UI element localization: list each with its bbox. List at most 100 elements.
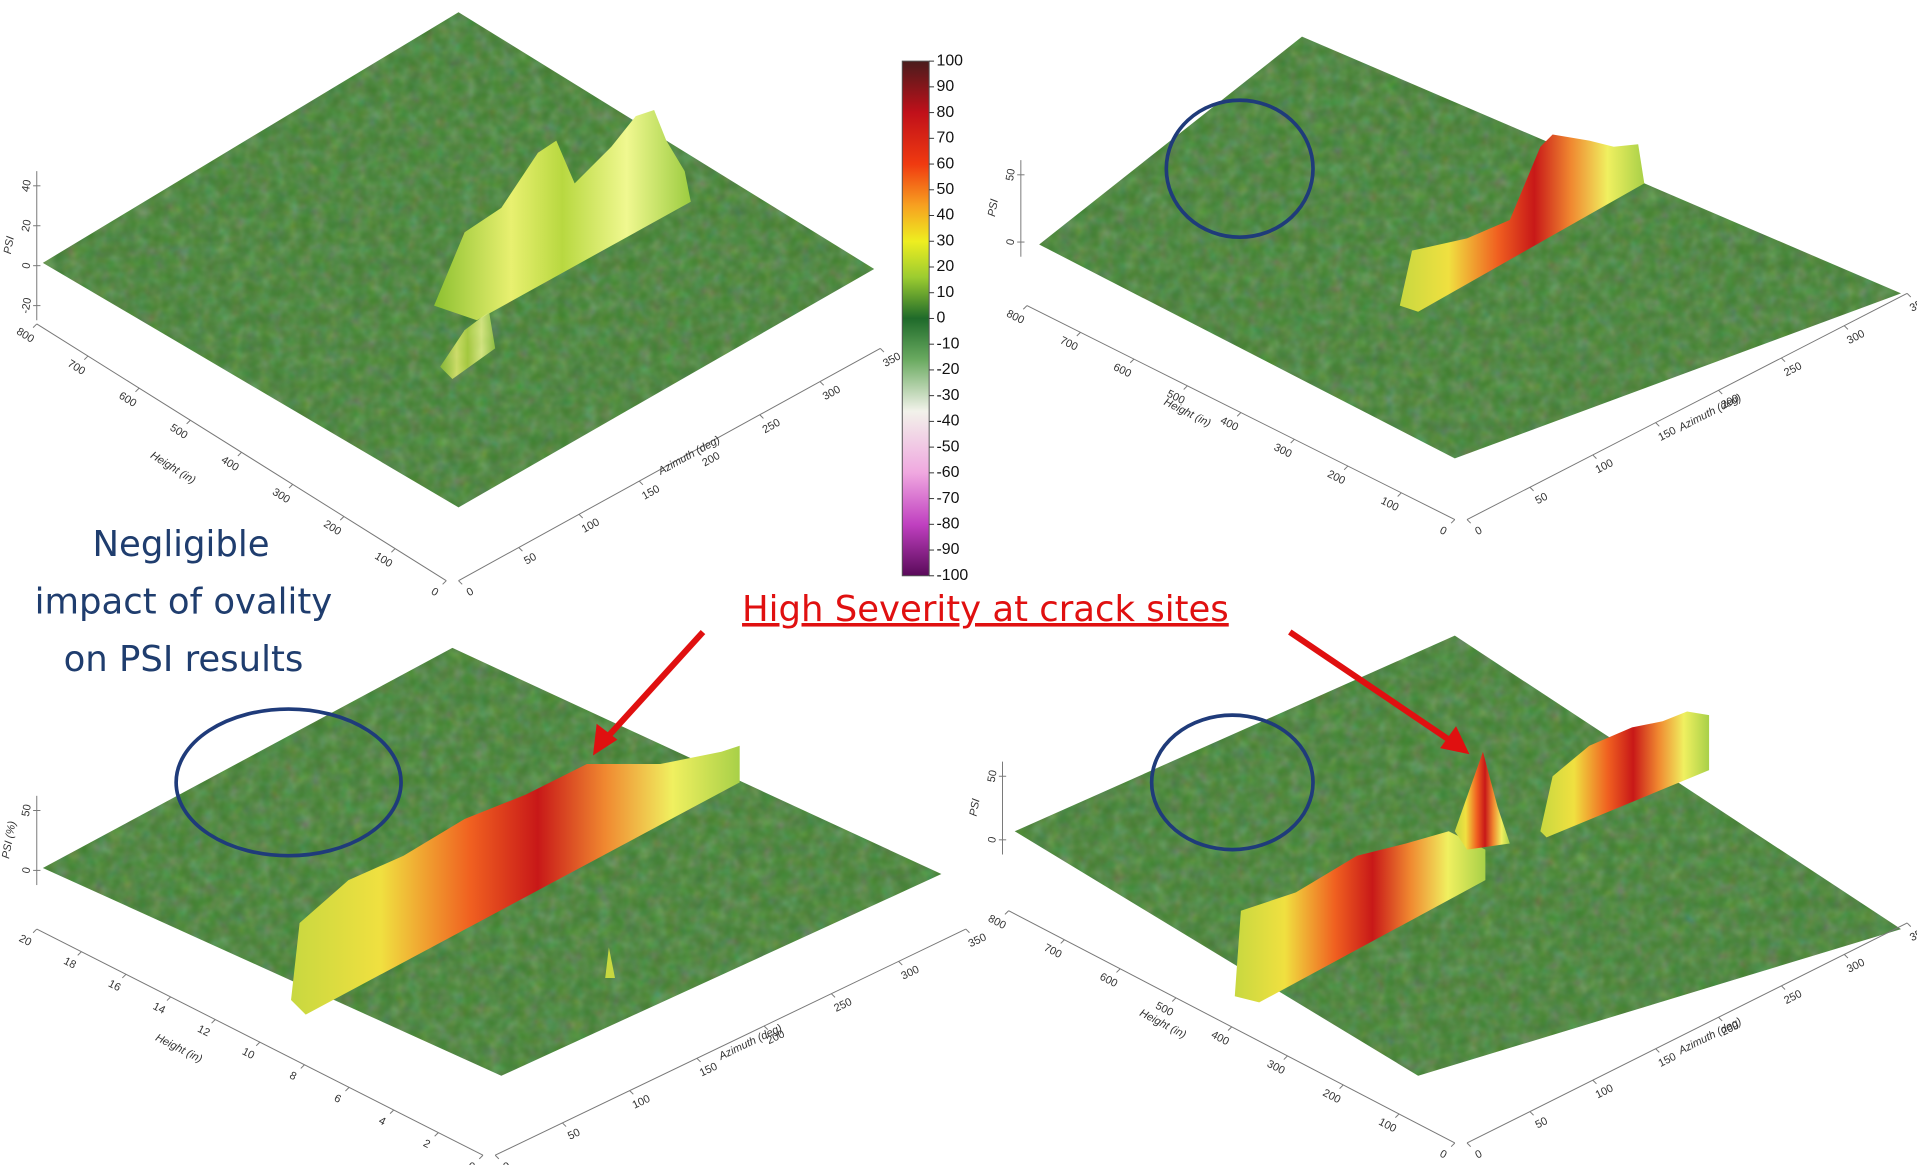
height-tick-label: 800 [1004, 308, 1026, 327]
azimuth-tick-label: 250 [832, 996, 854, 1015]
tick-mark [135, 388, 139, 392]
z-tick-label: 0 [1005, 238, 1018, 246]
colorbar-tick-label: 100 [936, 52, 963, 69]
tick-mark [1061, 940, 1065, 944]
tick-mark [1340, 1085, 1344, 1089]
height-axis-label: Height (in) [1162, 396, 1213, 430]
azimuth-tick-label: 150 [1656, 425, 1678, 444]
tick-mark [1656, 423, 1660, 427]
height-tick-label: 2 [421, 1138, 432, 1151]
colorbar-tick-label: -50 [936, 438, 959, 455]
colorbar-tick-label: 0 [936, 310, 945, 327]
colorbar-tick-label: 80 [936, 104, 954, 121]
z-tick-label: 50 [986, 769, 1000, 783]
tick-mark [1228, 1027, 1232, 1031]
z-tick-label: 50 [20, 803, 34, 817]
z-tick-label: 0 [20, 866, 33, 874]
azimuth-tick-label: 50 [522, 551, 539, 567]
tick-mark [1117, 969, 1121, 973]
tick-mark [167, 997, 171, 1001]
colorbar-tick-label: -20 [936, 361, 959, 378]
tick-mark [562, 1123, 566, 1127]
height-tick-label: 100 [1379, 495, 1401, 514]
z-axis-label: PSI [968, 798, 983, 818]
tick-mark [1593, 455, 1597, 459]
tick-mark [760, 415, 764, 419]
colorbar-tick-label: 70 [936, 130, 954, 147]
tick-mark [1451, 520, 1455, 524]
tick-mark [122, 974, 126, 978]
azimuth-tick-label: 350 [1908, 296, 1917, 315]
annotation-line: Negligible [93, 524, 270, 565]
height-tick-label: 8 [287, 1070, 298, 1083]
arrow [605, 632, 703, 740]
height-tick-label: 200 [1321, 1087, 1343, 1106]
height-tick-label: 16 [106, 978, 122, 994]
tick-mark [391, 549, 395, 553]
height-tick-label: 600 [1098, 971, 1120, 990]
height-tick-label: 400 [1209, 1029, 1231, 1048]
azimuth-tick-label: 50 [566, 1127, 582, 1143]
colorbar-tick-label: 90 [936, 78, 954, 95]
height-tick-label: 800 [986, 913, 1008, 932]
height-tick-label: 4 [377, 1115, 388, 1128]
colorbar-tick-label: -70 [936, 490, 959, 507]
tick-mark [1344, 466, 1348, 470]
tick-mark [899, 961, 903, 965]
tick-mark [1077, 332, 1081, 336]
tick-mark [1184, 386, 1188, 390]
height-tick-label: 18 [62, 955, 78, 971]
height-tick-label: 300 [1265, 1058, 1287, 1077]
height-tick-label: 400 [1218, 415, 1240, 434]
tick-mark [630, 1091, 634, 1095]
tick-mark [519, 547, 523, 551]
colorbar-tick-label: -40 [936, 413, 959, 430]
tick-mark [78, 952, 82, 956]
tick-mark [443, 581, 447, 585]
tick-mark [1467, 520, 1471, 524]
height-tick-label: 20 [17, 933, 33, 949]
colorbar-tick-label: 60 [936, 155, 954, 172]
azimuth-tick-label: 350 [1908, 925, 1917, 944]
azimuth-tick-label: 0 [1473, 524, 1484, 537]
tick-mark [1130, 359, 1134, 363]
colorbar-ticks: 1009080706050403020100-10-20-30-40-50-60… [929, 52, 968, 584]
tick-mark [1005, 911, 1009, 915]
tick-mark [880, 348, 884, 352]
annotation-line: impact of ovality [35, 582, 333, 623]
height-tick-label: 14 [151, 1000, 167, 1016]
azimuth-tick-label: 100 [630, 1093, 652, 1112]
colorbar-tick-label: 50 [936, 181, 954, 198]
tick-mark [1719, 390, 1723, 394]
height-axis-label: Height (in) [153, 1032, 204, 1066]
height-tick-label: 100 [1376, 1116, 1398, 1135]
tick-mark [345, 1087, 349, 1091]
tick-mark [639, 481, 643, 485]
z-axis-label: PSI [2, 235, 17, 255]
tick-mark [820, 382, 824, 386]
azimuth-tick-label: 350 [881, 350, 903, 369]
tick-mark [1907, 293, 1911, 297]
tick-mark [187, 420, 191, 424]
tick-mark [1844, 954, 1848, 958]
height-tick-label: 800 [14, 326, 36, 346]
tick-mark [301, 1065, 305, 1069]
height-tick-label: 700 [1058, 335, 1080, 354]
height-tick-label: 0 [429, 586, 441, 599]
azimuth-tick-label: 300 [1845, 957, 1867, 976]
colorbar-tick-label: 20 [936, 258, 954, 275]
tick-mark [1395, 1114, 1399, 1118]
tick-mark [1656, 1049, 1660, 1053]
z-axis-label: PSI (%) [0, 820, 18, 860]
height-tick-label: 500 [168, 422, 190, 442]
tick-mark [1398, 493, 1402, 497]
azimuth-tick-label: 100 [580, 516, 602, 535]
colorbar-tick-label: -90 [936, 541, 959, 558]
azimuth-axis-label: Azimuth (deg) [1676, 392, 1744, 435]
z-axis-label: PSI [986, 198, 1001, 218]
azimuth-tick-label: 0 [465, 586, 476, 599]
height-tick-label: 400 [219, 454, 241, 474]
height-tick-label: 12 [195, 1023, 211, 1039]
colorbar-tick-label: 30 [936, 232, 954, 249]
tick-mark [390, 1110, 394, 1114]
